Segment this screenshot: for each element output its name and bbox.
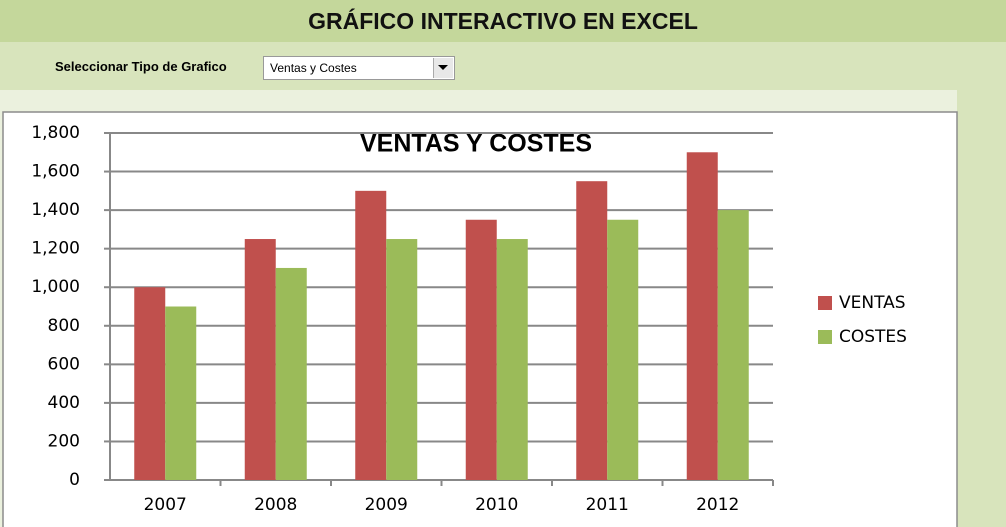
header-bar	[0, 0, 1006, 42]
bar	[686, 152, 718, 480]
x-tick-label: 2011	[586, 495, 629, 515]
x-tick-label: 2012	[696, 495, 739, 515]
y-tick-label: 600	[48, 354, 80, 374]
bar	[386, 239, 418, 480]
dropdown-button[interactable]	[433, 58, 453, 78]
bar	[717, 210, 749, 480]
side-strip	[957, 90, 1006, 527]
chart-type-dropdown[interactable]: Ventas y Costes	[263, 56, 455, 80]
legend-swatch	[818, 296, 832, 310]
y-tick-label: 400	[48, 393, 80, 413]
page-title: GRÁFICO INTERACTIVO EN EXCEL	[308, 8, 698, 34]
legend-label: COSTES	[839, 327, 907, 347]
x-tick-label: 2010	[475, 495, 518, 515]
y-tick-label: 1,000	[31, 277, 80, 297]
y-tick-label: 200	[48, 431, 80, 451]
bar	[607, 219, 639, 480]
x-tick-label: 2007	[144, 495, 187, 515]
selector-label: Seleccionar Tipo de Grafico	[55, 59, 227, 74]
bar	[465, 219, 497, 480]
chart-title: VENTAS Y COSTES	[360, 130, 592, 158]
legend-swatch	[818, 330, 832, 344]
dropdown-arrow	[438, 65, 448, 70]
dropdown-value: Ventas y Costes	[270, 61, 357, 75]
x-tick-label: 2008	[254, 495, 297, 515]
y-tick-label: 0	[69, 470, 80, 490]
y-tick-label: 1,600	[31, 162, 80, 182]
bar	[355, 190, 387, 481]
bar	[134, 287, 166, 480]
legend-label: VENTAS	[839, 293, 906, 313]
x-tick-label: 2009	[365, 495, 408, 515]
bar	[244, 239, 276, 480]
bar	[496, 239, 528, 480]
y-tick-label: 1,800	[31, 123, 80, 143]
bar	[165, 306, 197, 480]
y-tick-label: 800	[48, 316, 80, 336]
bar	[576, 181, 608, 480]
bar	[275, 267, 307, 480]
y-tick-label: 1,400	[31, 200, 80, 220]
y-tick-label: 1,200	[31, 239, 80, 259]
selector-row: Seleccionar Tipo de Grafico Ventas y Cos…	[0, 42, 1006, 90]
